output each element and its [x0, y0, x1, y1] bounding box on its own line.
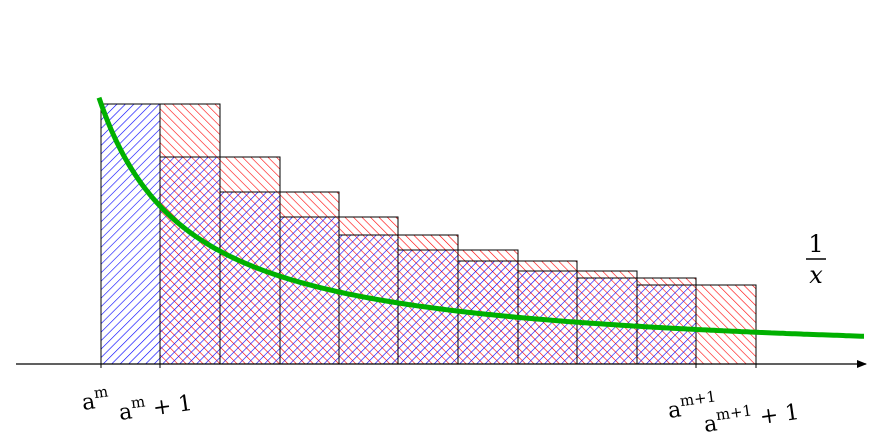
red-rect [695, 284, 757, 365]
curve-label-denominator: x [809, 261, 823, 289]
blue-hatched-rectangles [100, 103, 697, 365]
x-axis-ticks [100, 360, 757, 368]
curve-label: 1 x [806, 230, 826, 289]
blue-rect [159, 156, 221, 365]
curve-label-numerator: 1 [808, 230, 823, 258]
tick-label-a-m1: am+1 [666, 387, 719, 424]
blue-rect [219, 191, 281, 365]
one-over-x-curve [96, 96, 864, 339]
tick-label-a-m: am [80, 382, 111, 416]
blue-rect [100, 103, 161, 365]
tick-label-a-m-plus-1: am + 1 [117, 386, 194, 426]
